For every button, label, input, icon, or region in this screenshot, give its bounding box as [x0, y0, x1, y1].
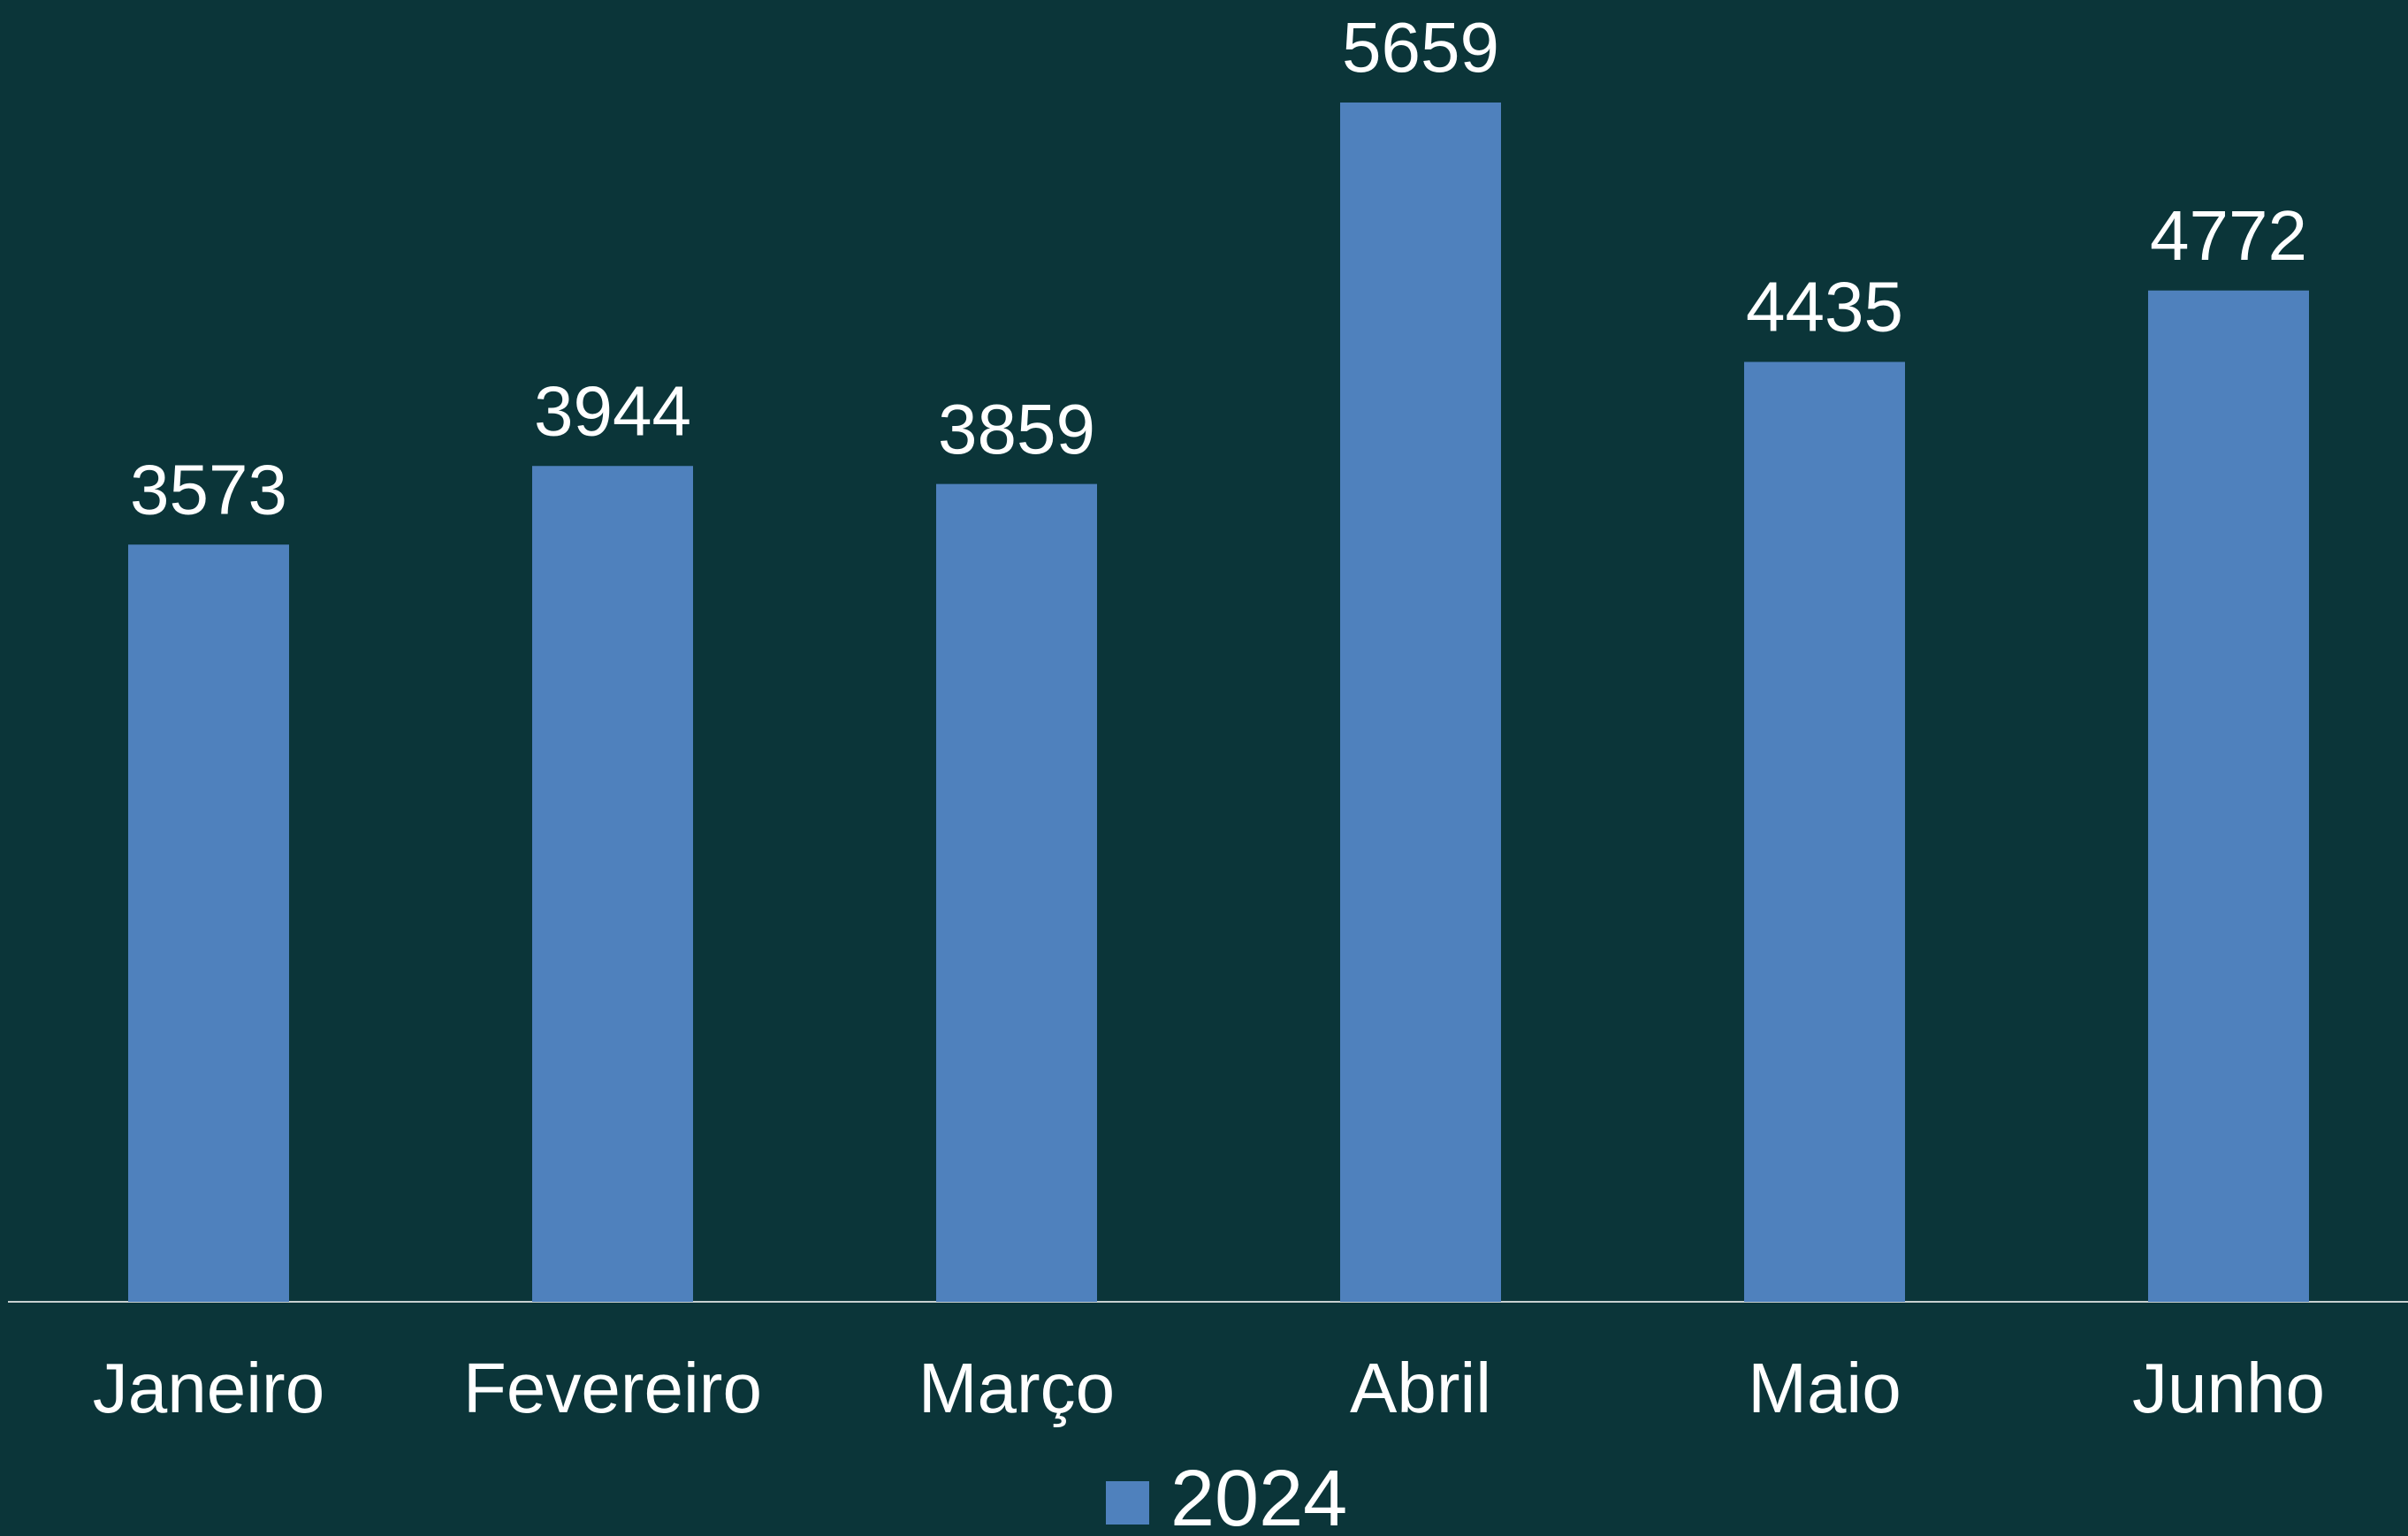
bar	[1340, 103, 1501, 1302]
bar	[2148, 290, 2309, 1302]
bar	[532, 466, 693, 1302]
data-label: 5659	[1342, 8, 1499, 87]
data-label: 4772	[2150, 196, 2307, 275]
bar	[128, 544, 289, 1302]
legend-swatch	[1106, 1481, 1149, 1525]
x-tick-label: Março	[918, 1349, 1115, 1427]
x-tick-label: Fevereiro	[463, 1349, 762, 1427]
legend-label: 2024	[1170, 1455, 1347, 1536]
bar	[936, 483, 1097, 1302]
data-label: 3859	[938, 390, 1095, 468]
x-tick-label: Janeiro	[93, 1349, 324, 1427]
data-label: 3573	[130, 450, 287, 528]
x-tick-label: Junho	[2132, 1349, 2325, 1427]
data-label: 4435	[1746, 268, 1903, 346]
data-label: 3944	[534, 371, 691, 450]
x-tick-label: Maio	[1748, 1349, 1901, 1427]
x-tick-label: Abril	[1350, 1349, 1491, 1427]
bar	[1744, 361, 1905, 1303]
